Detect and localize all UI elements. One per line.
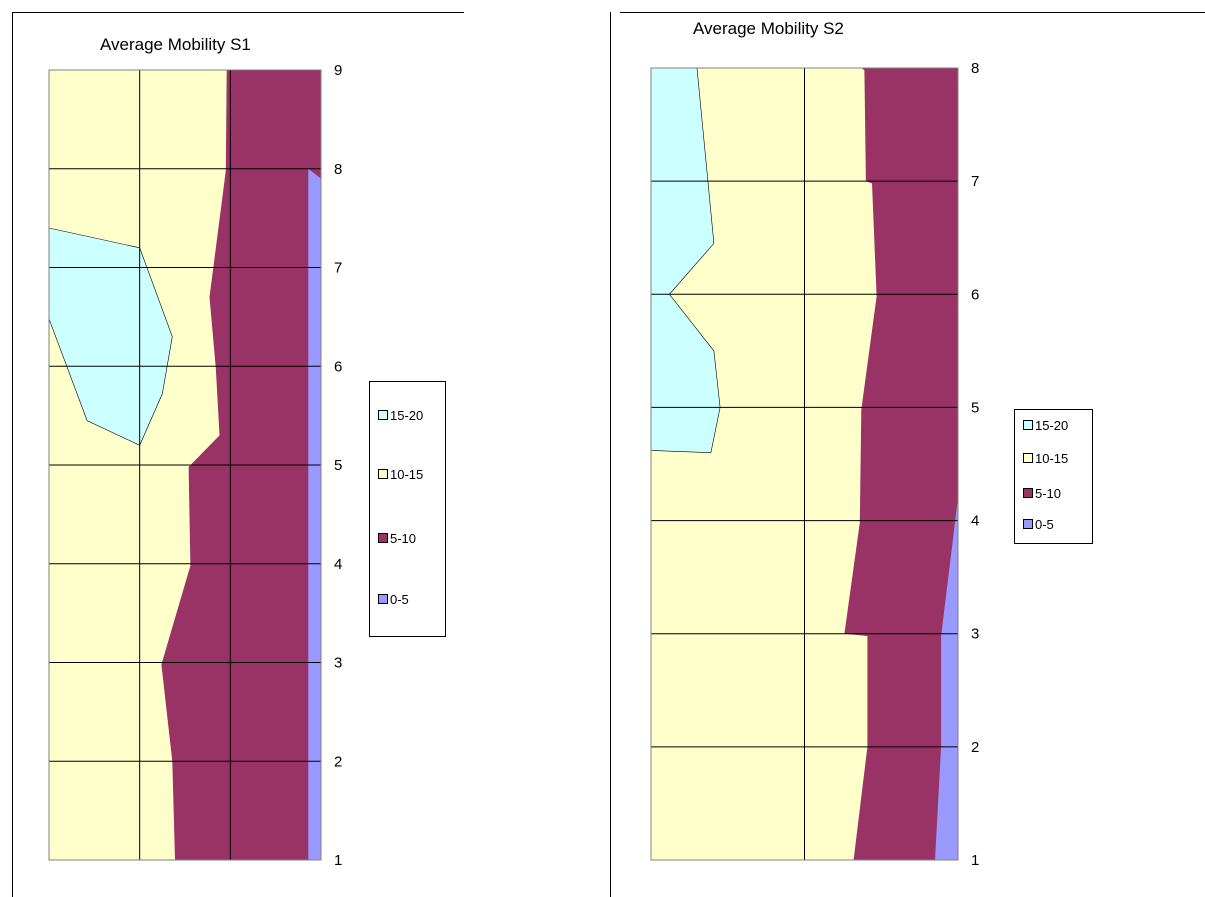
legend-label: 10-15 [390, 467, 424, 482]
chart2-legend: 15-20 10-15 5-10 0-5 [1014, 409, 1093, 544]
legend-label: 15-20 [390, 408, 424, 423]
middle-divider [610, 12, 611, 897]
chart1-ytick-label: 7 [334, 260, 342, 277]
chart1-region-15-20 [48, 227, 173, 446]
chart2-ytick-label: 5 [971, 399, 979, 416]
chart2-ytick-label: 3 [971, 626, 979, 643]
top-border-right [620, 12, 1205, 13]
legend-label: 0-5 [1035, 517, 1054, 532]
chart2-region-0-5 [935, 497, 958, 860]
legend-swatch-10-15-icon [378, 469, 388, 479]
legend-item-15-20: 15-20 [1023, 418, 1068, 433]
legend-item-10-15: 10-15 [1023, 451, 1068, 466]
legend-swatch-5-10-icon [1023, 488, 1033, 498]
chart1-ytick-label: 4 [334, 556, 342, 573]
legend-label: 5-10 [390, 531, 417, 546]
chart2-ytick-label: 8 [971, 60, 979, 77]
chart2-region-15-20 [650, 67, 721, 454]
legend-item-0-5: 0-5 [378, 592, 409, 607]
legend-item-5-10: 5-10 [1023, 486, 1061, 501]
chart1-ytick-label: 9 [334, 62, 342, 79]
legend-item-15-20: 15-20 [378, 408, 423, 423]
chart1-ytick-label: 2 [334, 753, 342, 770]
legend-swatch-0-5-icon [1023, 519, 1033, 529]
chart2-ytick-label: 1 [971, 852, 979, 869]
chart2-ytick-label: 6 [971, 286, 979, 303]
chart2-region-5-10 [844, 68, 958, 860]
left-border [12, 12, 13, 897]
chart1-ytick-label: 3 [334, 655, 342, 672]
chart1-ytick-label: 6 [334, 358, 342, 375]
legend-label: 15-20 [1035, 418, 1069, 433]
legend-label: 10-15 [1035, 451, 1069, 466]
legend-label: 5-10 [1035, 486, 1062, 501]
legend-item-0-5: 0-5 [1023, 517, 1054, 532]
chart1-title: Average Mobility S1 [100, 35, 251, 54]
chart1-plot: 1 2 3 4 5 6 7 8 9 [48, 62, 342, 869]
chart2-ytick-label: 2 [971, 739, 979, 756]
chart2-ytick-label: 4 [971, 513, 979, 530]
chart1-ytick-label: 5 [334, 457, 342, 474]
chart1-ytick-label: 1 [334, 852, 342, 869]
legend-label: 0-5 [390, 592, 409, 607]
chart1-ytick-label: 8 [334, 161, 342, 178]
legend-item-10-15: 10-15 [378, 467, 423, 482]
chart1-legend: 15-20 10-15 5-10 0-5 [369, 381, 446, 637]
legend-swatch-5-10-icon [378, 533, 388, 543]
chart2-title: Average Mobility S2 [693, 19, 844, 38]
legend-swatch-0-5-icon [378, 594, 388, 604]
legend-swatch-10-15-icon [1023, 453, 1033, 463]
legend-item-5-10: 5-10 [378, 531, 416, 546]
chart2-plot-border [650, 67, 959, 861]
chart1-plot-border [48, 69, 322, 861]
legend-swatch-15-20-icon [1023, 420, 1033, 430]
legend-swatch-15-20-icon [378, 410, 388, 420]
top-border-left [12, 12, 464, 13]
chart2-ytick-label: 7 [971, 173, 979, 190]
chart1-region-0-5 [308, 168, 321, 861]
